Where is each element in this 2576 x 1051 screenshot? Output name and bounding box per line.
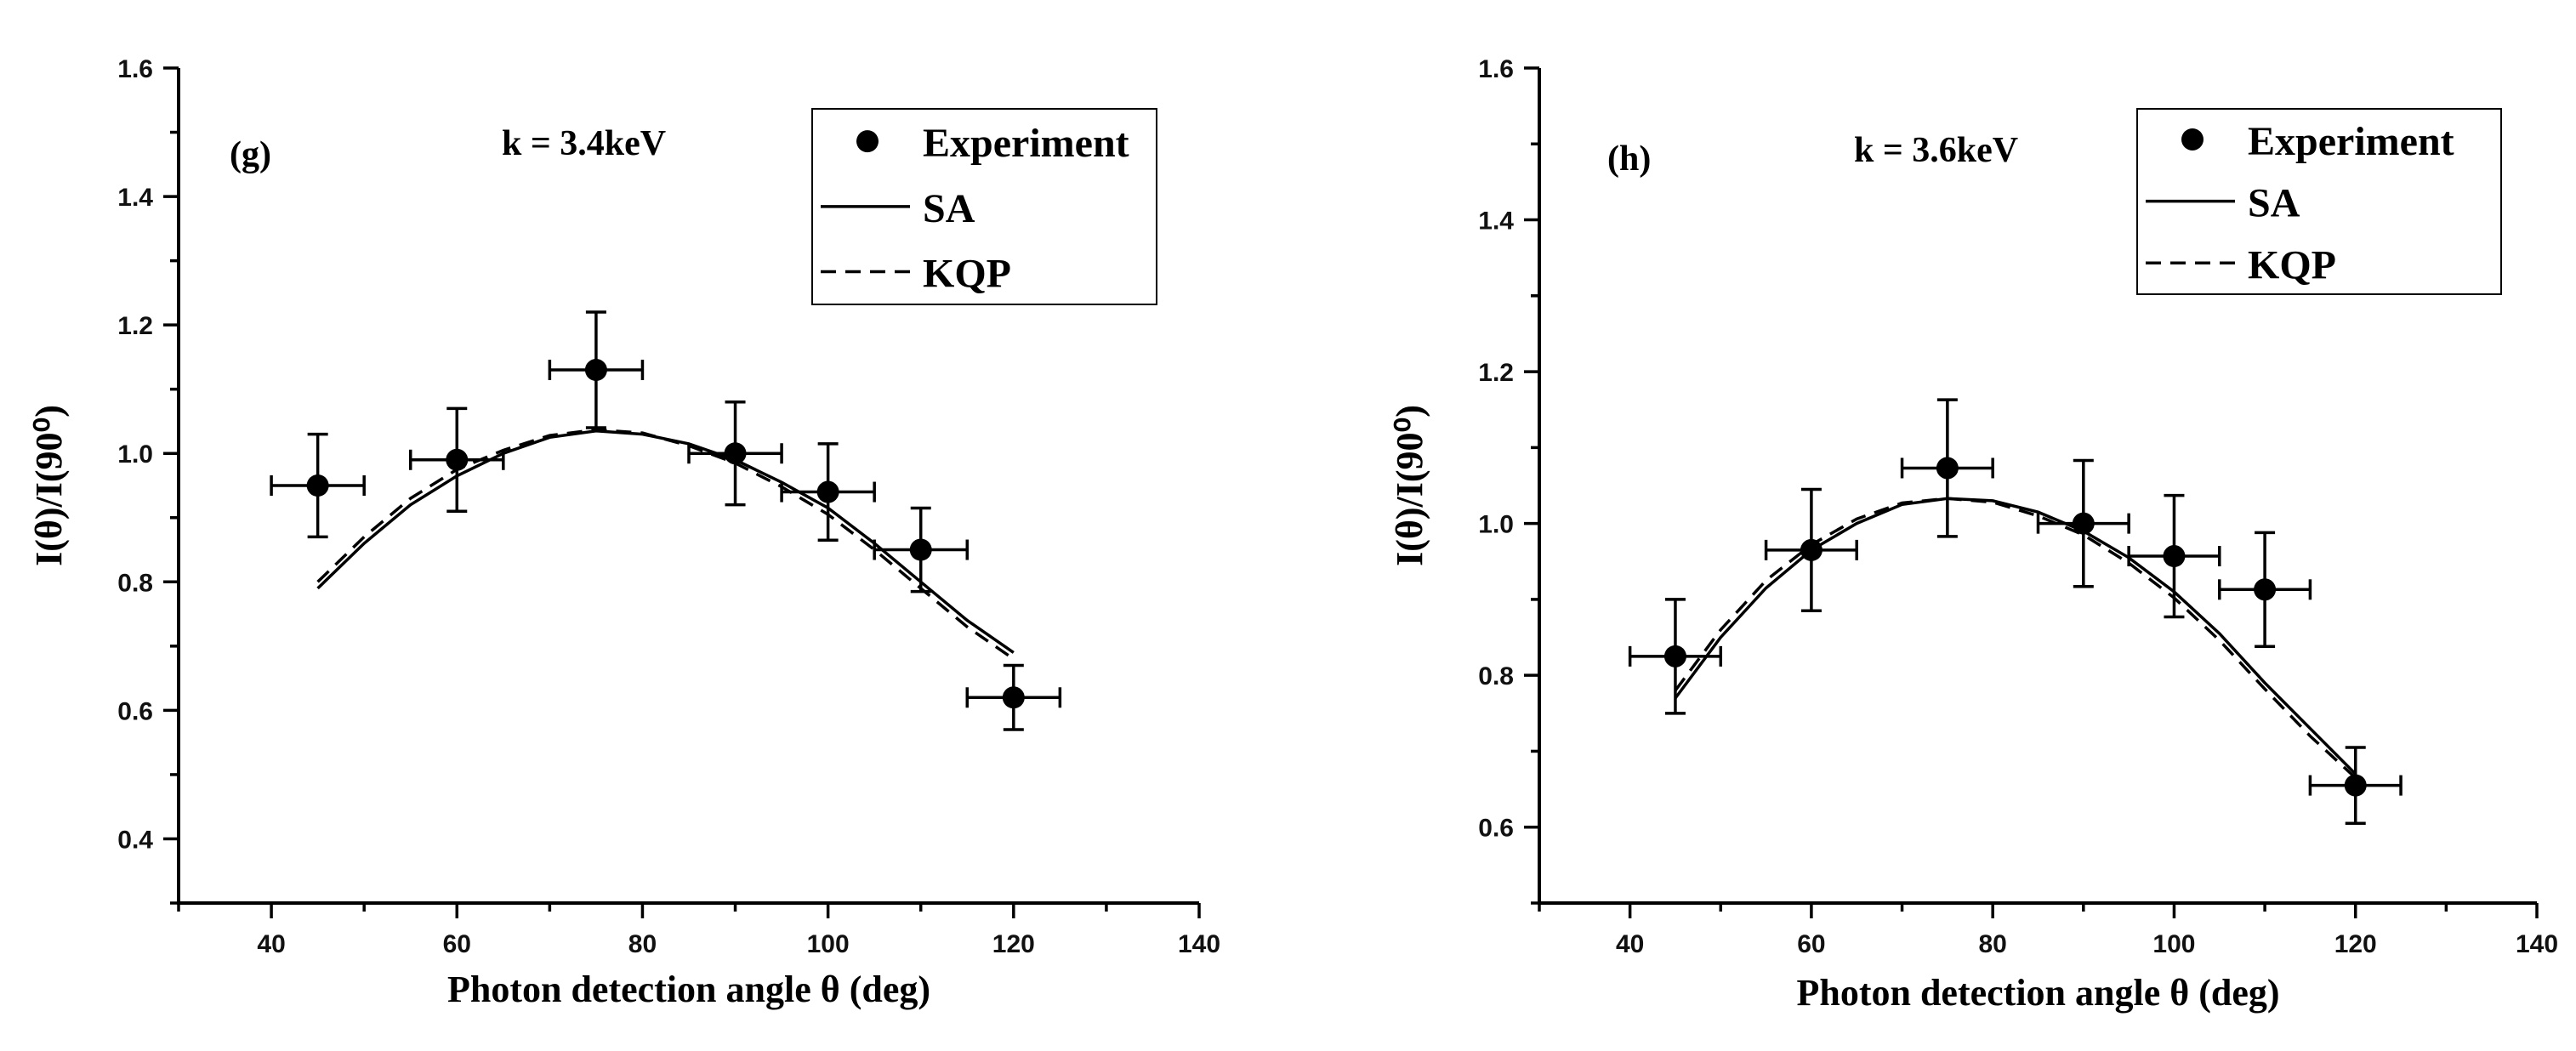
experiment-point-h	[1764, 487, 1858, 613]
experiment-point-g	[548, 310, 645, 429]
energy-annotation-g: k = 3.4keV	[502, 124, 666, 163]
experiment-point-g	[873, 506, 970, 594]
legend-h: Experiment SA KQP	[2136, 108, 2502, 295]
sa-curve-g	[316, 429, 1015, 654]
data-marker	[2344, 774, 2367, 797]
legend-marker-experiment	[856, 130, 879, 153]
experiment-point-g	[270, 432, 366, 539]
x-tick-label-h: 40	[1616, 930, 1644, 958]
experiment-point-g	[780, 442, 876, 542]
data-marker	[2254, 578, 2277, 601]
data-marker	[306, 474, 329, 497]
experiment-point-h	[1628, 598, 1723, 715]
y-axis-title-h: I(θ)/I(90⁰)	[1389, 405, 1430, 566]
y-tick-label-h: 1.0	[1478, 511, 1514, 539]
experiment-point-h	[2218, 531, 2312, 649]
x-tick-label-h: 140	[2516, 930, 2558, 958]
x-tick-label-h: 80	[1978, 930, 2006, 958]
kqp-curve-g	[316, 428, 1015, 661]
y-tick-label-g: 1.0	[117, 440, 153, 469]
x-tick-label-h: 60	[1797, 930, 1825, 958]
legend-g: Experiment SA KQP	[811, 108, 1157, 305]
x-tick-label-g: 120	[992, 930, 1035, 958]
data-marker	[1800, 538, 1823, 561]
panel-label-g: (g)	[230, 135, 271, 174]
experiment-point-h	[2127, 493, 2221, 619]
y-tick-label-g: 1.2	[117, 312, 153, 340]
data-marker	[1663, 645, 1686, 668]
x-tick-label-g: 140	[1178, 930, 1220, 958]
experiment-point-g	[408, 406, 505, 513]
chart-panel-h: 40 60 80 100 120 140 0.6 0.8 1.0 1.2 1.4 1.6 Photon …	[1389, 55, 2558, 1014]
chart-panel-g: 40 60 80 100 120 140 0.4 0.6 0.8 1.0 1.2 1.4 1.6 Phot…	[28, 55, 1220, 1010]
y-tick-label-g: 0.4	[117, 826, 153, 854]
data-marker	[584, 359, 607, 382]
y-tick-label-g: 0.8	[117, 569, 153, 597]
energy-annotation-h: k = 3.6keV	[1854, 131, 2018, 170]
x-tick-label-g: 60	[443, 930, 471, 958]
data-marker	[816, 480, 839, 503]
x-axis-title-g: Photon detection angle θ (deg)	[447, 969, 930, 1010]
legend-marker-experiment	[2181, 128, 2204, 151]
legend-label-sa: SA	[923, 186, 975, 231]
data-marker	[2072, 512, 2095, 535]
data-marker	[2163, 545, 2186, 568]
experiment-point-g	[687, 401, 783, 507]
kqp-curve-h	[1674, 497, 2357, 779]
data-marker	[1936, 457, 1959, 480]
experiment-point-h	[1900, 398, 1994, 538]
y-tick-label-g: 1.6	[117, 55, 153, 83]
y-tick-label-h: 1.4	[1478, 207, 1514, 236]
sa-curve-h	[1674, 497, 2357, 775]
data-marker	[1002, 686, 1025, 709]
x-tick-label-g: 100	[807, 930, 850, 958]
experiment-point-g	[965, 663, 1062, 731]
experiment-point-h	[2308, 746, 2403, 826]
legend-label-sa: SA	[2248, 181, 2300, 226]
x-tick-label-g: 40	[257, 930, 285, 958]
legend-label-experiment: Experiment	[923, 121, 1129, 166]
panel-label-h: (h)	[1607, 139, 1651, 179]
legend-label-kqp: KQP	[923, 252, 1011, 297]
y-tick-label-h: 1.2	[1478, 359, 1514, 387]
x-tick-label-h: 120	[2334, 930, 2377, 958]
experiment-point-h	[2036, 458, 2130, 588]
y-tick-label-h: 0.8	[1478, 662, 1514, 690]
x-tick-label-h: 100	[2152, 930, 2195, 958]
x-axis-title-h: Photon detection angle θ (deg)	[1796, 972, 2279, 1014]
legend-label-kqp: KQP	[2248, 242, 2336, 287]
y-tick-label-h: 0.6	[1478, 815, 1514, 843]
legend-label-experiment: Experiment	[2248, 119, 2454, 164]
data-marker	[909, 538, 932, 561]
y-tick-label-g: 1.4	[117, 184, 153, 212]
data-marker	[724, 442, 747, 465]
y-tick-label-h: 1.6	[1478, 55, 1514, 83]
x-tick-label-g: 80	[628, 930, 657, 958]
data-marker	[446, 448, 469, 471]
y-tick-label-g: 0.6	[117, 697, 153, 725]
y-axis-title-g: I(θ)/I(90⁰)	[28, 405, 70, 566]
